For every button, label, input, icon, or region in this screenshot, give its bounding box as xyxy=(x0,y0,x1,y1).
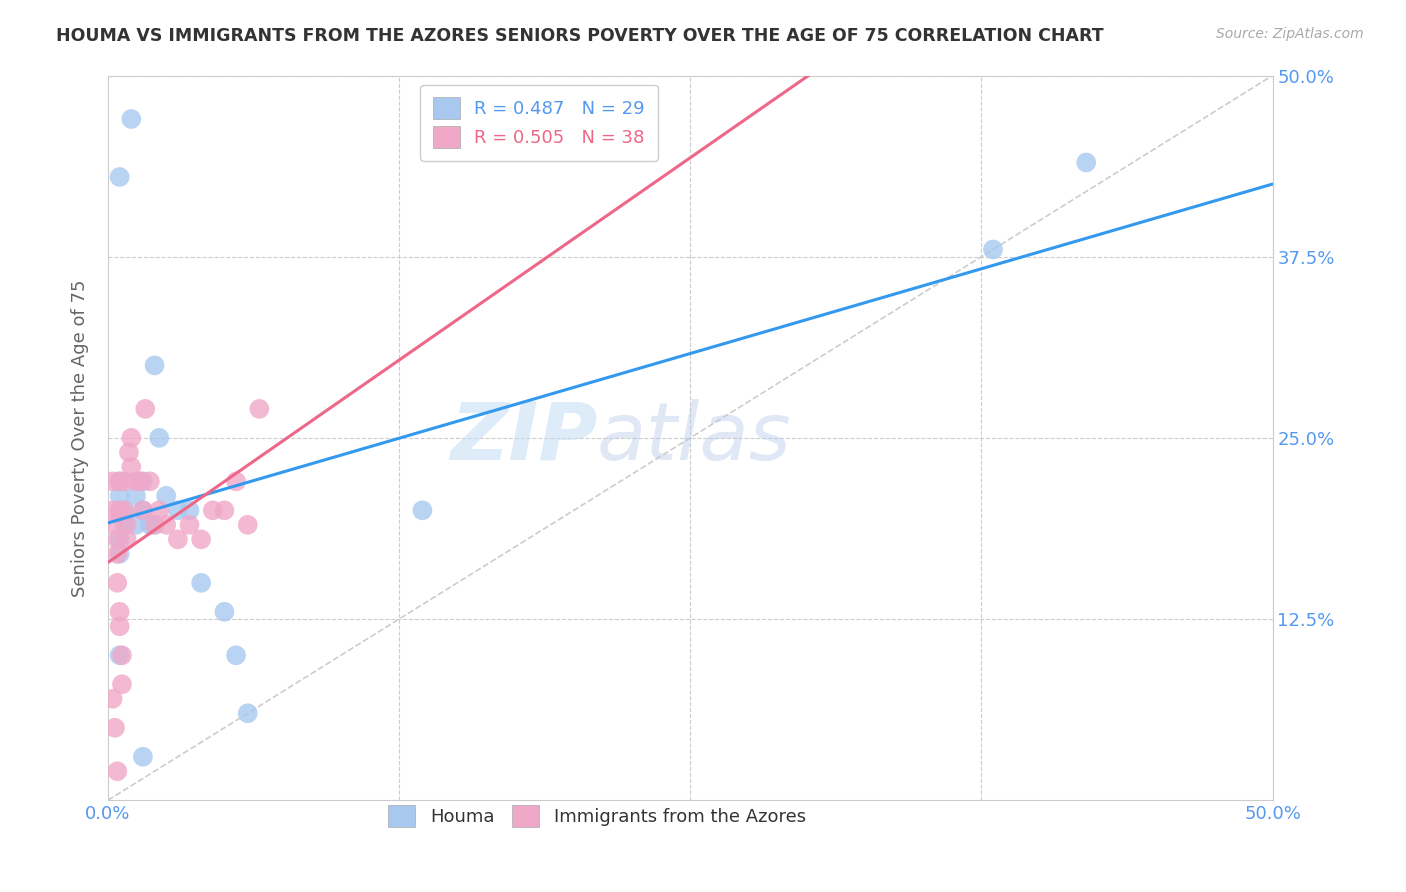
Text: atlas: atlas xyxy=(598,399,792,477)
Point xyxy=(108,533,131,547)
Point xyxy=(190,575,212,590)
Point xyxy=(148,503,170,517)
Point xyxy=(115,517,138,532)
Point xyxy=(120,459,142,474)
Point xyxy=(105,764,128,779)
Point xyxy=(179,503,201,517)
Point xyxy=(112,517,135,532)
Point xyxy=(105,575,128,590)
Point xyxy=(105,547,128,561)
Point xyxy=(112,503,135,517)
Point xyxy=(214,503,236,517)
Point xyxy=(118,445,141,459)
Point xyxy=(129,475,152,489)
Point xyxy=(120,112,142,126)
Point xyxy=(179,517,201,532)
Point xyxy=(112,503,135,517)
Point xyxy=(108,648,131,663)
Point xyxy=(132,503,155,517)
Point xyxy=(143,517,166,532)
Point xyxy=(111,648,134,663)
Point xyxy=(108,475,131,489)
Point xyxy=(111,677,134,691)
Legend: Houma, Immigrants from the Azores: Houma, Immigrants from the Azores xyxy=(381,798,813,835)
Point xyxy=(148,431,170,445)
Point xyxy=(132,475,155,489)
Point xyxy=(112,475,135,489)
Point xyxy=(167,533,190,547)
Text: HOUMA VS IMMIGRANTS FROM THE AZORES SENIORS POVERTY OVER THE AGE OF 75 CORRELATI: HOUMA VS IMMIGRANTS FROM THE AZORES SENI… xyxy=(56,27,1104,45)
Point xyxy=(108,547,131,561)
Point xyxy=(125,517,148,532)
Point xyxy=(1076,155,1098,169)
Point xyxy=(190,533,212,547)
Point xyxy=(101,503,124,517)
Point xyxy=(225,648,247,663)
Point xyxy=(201,503,224,517)
Point xyxy=(108,605,131,619)
Y-axis label: Seniors Poverty Over the Age of 75: Seniors Poverty Over the Age of 75 xyxy=(72,279,89,597)
Point xyxy=(155,489,177,503)
Point xyxy=(134,401,156,416)
Point xyxy=(155,517,177,532)
Point xyxy=(105,533,128,547)
Text: Source: ZipAtlas.com: Source: ZipAtlas.com xyxy=(1216,27,1364,41)
Point xyxy=(108,503,131,517)
Point xyxy=(236,517,259,532)
Point xyxy=(139,517,162,532)
Point xyxy=(101,475,124,489)
Point xyxy=(101,691,124,706)
Point xyxy=(225,475,247,489)
Point xyxy=(139,475,162,489)
Point xyxy=(125,489,148,503)
Point xyxy=(143,359,166,373)
Point xyxy=(104,517,127,532)
Text: ZIP: ZIP xyxy=(450,399,598,477)
Point xyxy=(236,706,259,721)
Point xyxy=(108,169,131,184)
Point xyxy=(104,721,127,735)
Point xyxy=(143,517,166,532)
Point xyxy=(108,475,131,489)
Point xyxy=(132,503,155,517)
Point xyxy=(247,401,270,416)
Point xyxy=(108,489,131,503)
Point xyxy=(167,503,190,517)
Point xyxy=(132,749,155,764)
Point xyxy=(981,243,1004,257)
Point xyxy=(214,605,236,619)
Point xyxy=(115,533,138,547)
Point xyxy=(125,475,148,489)
Point xyxy=(120,431,142,445)
Point xyxy=(108,503,131,517)
Point xyxy=(411,503,433,517)
Point xyxy=(108,619,131,633)
